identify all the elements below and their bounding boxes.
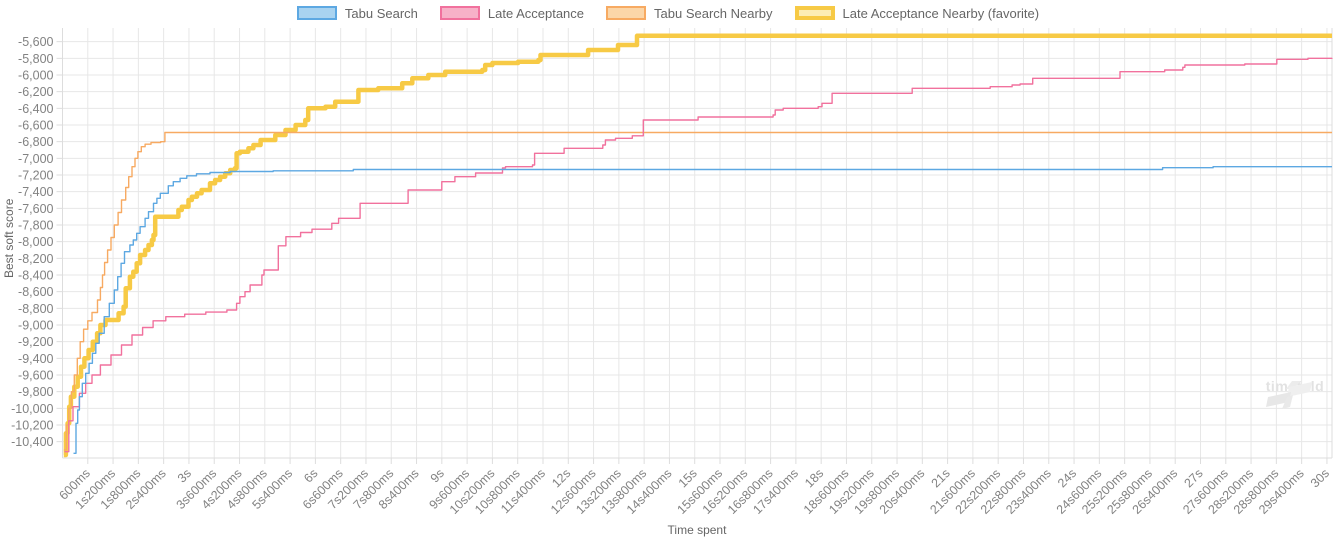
plot-border (62, 28, 1333, 459)
x-tick-label: 3s (175, 466, 194, 485)
y-axis-title: Best soft score (2, 198, 16, 278)
y-tick-label: -9,800 (18, 385, 53, 399)
legend-swatch-late-acceptance-nearby-favorite (794, 6, 835, 20)
tick-labels: -5,600 -5,800 -6,000 -6,200 -6,400 -6,600 -6,8… (11, 35, 1332, 517)
legend-item-tabu-search[interactable]: Tabu Search (296, 5, 418, 21)
x-axis-title: Time spent (667, 523, 727, 537)
y-tick-label: -7,000 (18, 152, 53, 166)
legend-label-late-acceptance-nearby-favorite: Late Acceptance Nearby (favorite) (842, 5, 1040, 21)
x-tick-label: 6s (301, 466, 320, 485)
y-tick-label: -5,600 (18, 35, 53, 49)
y-tick-label: -6,800 (18, 135, 53, 149)
legend-swatch-tabu-search-nearby (606, 6, 647, 20)
y-tick-label: -8,000 (18, 235, 53, 249)
y-tick-label: -7,200 (18, 169, 53, 183)
series-line-tabu-search (73, 166, 1332, 454)
y-tick-label: -9,000 (18, 319, 53, 333)
legend-swatch-tabu-search (296, 6, 337, 20)
y-tick-label: -10,400 (11, 435, 53, 449)
legend-item-tabu-search-nearby[interactable]: Tabu Search Nearby (606, 6, 773, 20)
y-tick-label: -8,200 (18, 252, 53, 266)
grid-lines (62, 28, 1332, 458)
y-tick-label: -10,200 (11, 419, 53, 433)
timefold-watermark: timefold (1262, 378, 1328, 409)
x-tick-label: 30s (1308, 466, 1332, 490)
y-tick-label: -6,400 (18, 102, 53, 116)
y-tick-label: -6,200 (18, 85, 53, 99)
y-tick-label: -6,600 (18, 119, 53, 133)
series-line-tabu-search-nearby (63, 131, 1332, 451)
y-tick-label: -8,600 (18, 285, 53, 299)
chart-legend: Tabu Search Late Acceptance Tabu Search Ne… (0, 6, 1336, 20)
series-line-late-acceptance-nearby-favorite (63, 33, 1332, 458)
legend-item-late-acceptance-nearby-favorite[interactable]: Late Acceptance Nearby (favorite) (794, 5, 1040, 21)
series-lines (63, 33, 1333, 458)
y-tick-label: -9,200 (18, 335, 53, 349)
axis-ticks (56, 41, 1328, 464)
legend-label-tabu-search: Tabu Search (344, 5, 418, 21)
legend-swatch-late-acceptance (439, 6, 480, 20)
y-tick-label: -7,400 (18, 185, 53, 199)
y-tick-label: -6,000 (18, 69, 53, 83)
series-line-late-acceptance (64, 57, 1333, 453)
legend-label-tabu-search-nearby: Tabu Search Nearby (654, 5, 773, 21)
y-tick-label: -10,000 (11, 402, 53, 416)
y-tick-label: -9,400 (18, 352, 53, 366)
y-tick-label: -8,800 (18, 302, 53, 316)
y-tick-label: -8,400 (18, 269, 53, 283)
x-tick-label: 9s (428, 466, 447, 485)
timefold-logo-icon (1266, 381, 1312, 409)
y-tick-label: -9,600 (18, 369, 53, 383)
y-tick-label: -7,800 (18, 219, 53, 233)
legend-label-late-acceptance: Late Acceptance (487, 5, 585, 21)
y-tick-label: -5,800 (18, 52, 53, 66)
y-tick-label: -7,600 (18, 202, 53, 216)
legend-item-late-acceptance[interactable]: Late Acceptance (439, 5, 585, 21)
